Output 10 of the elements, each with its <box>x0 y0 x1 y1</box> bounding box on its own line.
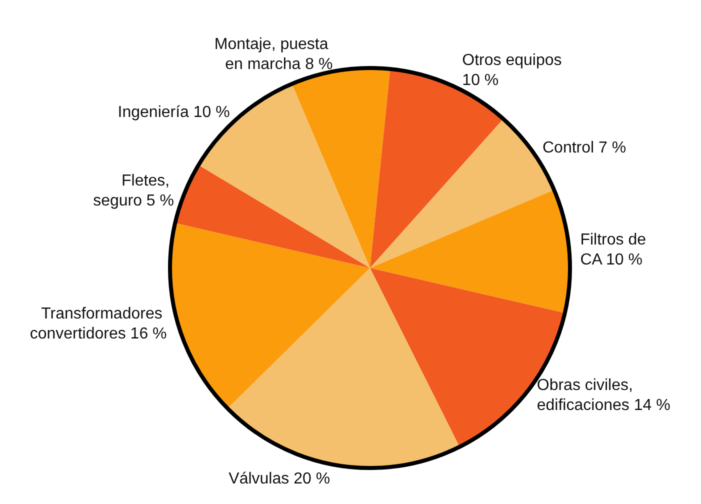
slice-label: Ingeniería 10 % <box>118 104 230 122</box>
slice-label: Transformadores convertidores 16 % <box>30 306 167 343</box>
slice-label: Fletes, seguro 5 % <box>93 172 174 210</box>
slice-label: Control 7 % <box>542 140 626 157</box>
data-label: 10 % <box>462 72 499 89</box>
slice-label: Obras civiles, edificaciones 14 % <box>536 376 670 414</box>
slice-label: Otros equipos <box>462 52 566 69</box>
slice-label: Filtros de CA 10 % <box>580 232 650 269</box>
slice-label: Válvulas 20 % <box>228 470 330 488</box>
slice-label: Montaje, puesta en marcha 8 % <box>214 36 333 73</box>
